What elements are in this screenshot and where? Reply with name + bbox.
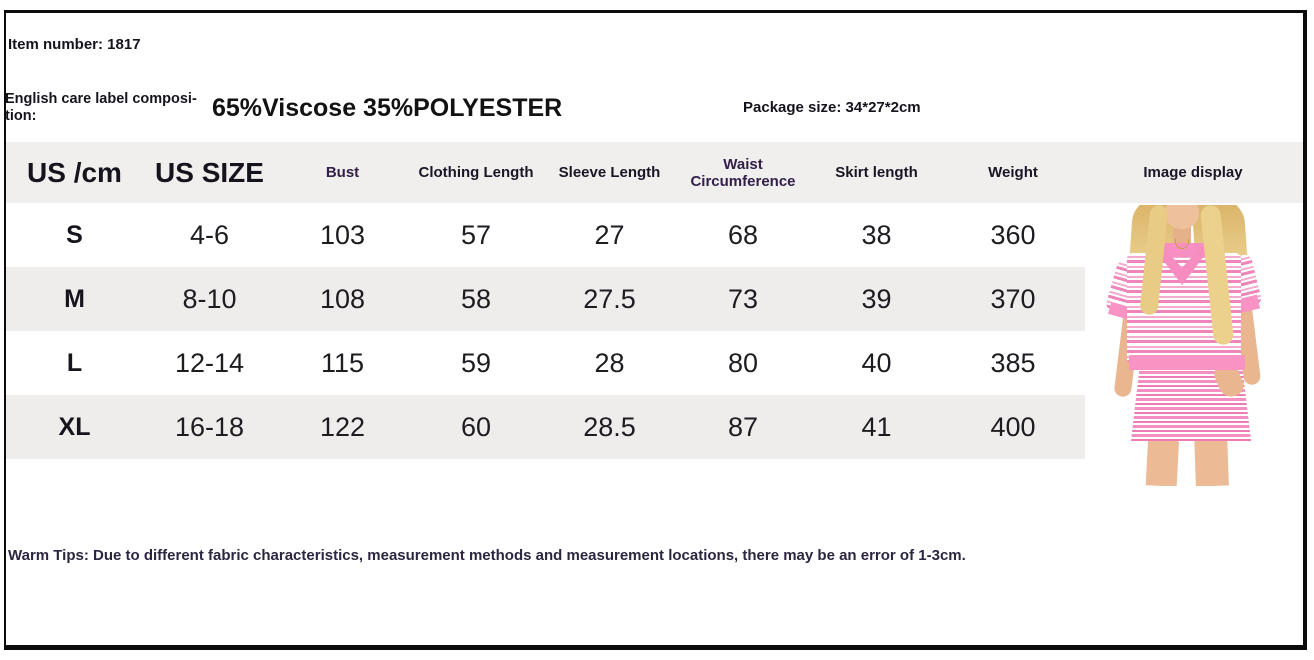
- table-row-l: L 12-14 115 59 28 80 40 385: [6, 331, 1085, 395]
- item-number-text: Item number: 1817: [8, 36, 141, 53]
- clothing-length-cell: 60: [460, 411, 492, 442]
- bust-cell: 122: [319, 411, 366, 442]
- column-header-us-cm: US /cm: [27, 156, 122, 188]
- waist-cell: 73: [727, 283, 759, 314]
- size-cell: XL: [58, 412, 91, 441]
- us-size-cell: 4-6: [189, 219, 230, 250]
- bust-cell: 103: [319, 219, 366, 250]
- sleeve-length-cell: 28.5: [583, 411, 636, 442]
- column-header-waist-circumference: Waist Circumference: [690, 155, 796, 190]
- weight-cell: 370: [990, 283, 1036, 314]
- column-header-skirt-length: Skirt length: [835, 164, 918, 181]
- sleeve-length-cell: 27: [594, 219, 625, 250]
- clothing-length-cell: 58: [460, 283, 492, 314]
- care-label-line1: English care label composi-: [5, 91, 197, 107]
- table-row-xl: XL 16-18 122 60 28.5 87 41 400: [6, 395, 1085, 459]
- weight-cell: 385: [990, 347, 1036, 378]
- package-size-text: Package size: 34*27*2cm: [743, 99, 921, 116]
- table-body: S 4-6 103 57 27 68 38 360 M 8-10 108 58 …: [6, 203, 1085, 459]
- sleeve-length-cell: 28: [594, 347, 625, 378]
- warm-tips-text: Warm Tips: Due to different fabric chara…: [8, 547, 966, 564]
- clothing-length-cell: 59: [460, 347, 492, 378]
- table-row-s: S 4-6 103 57 27 68 38 360: [6, 203, 1085, 267]
- waist-cell: 87: [727, 411, 759, 442]
- waist-cell: 68: [727, 219, 759, 250]
- model-photo: [1105, 205, 1280, 486]
- column-header-clothing-length: Clothing Length: [418, 164, 534, 181]
- us-size-cell: 8-10: [182, 283, 237, 314]
- pink-hem-band: [1129, 355, 1245, 370]
- weight-cell: 400: [990, 411, 1036, 442]
- weight-cell: 360: [990, 219, 1036, 250]
- care-label-line2: tion:: [5, 107, 37, 124]
- column-header-bust: Bust: [325, 164, 360, 181]
- sleeve-length-cell: 27.5: [583, 283, 636, 314]
- waist-cell: 80: [727, 347, 759, 378]
- bust-cell: 108: [319, 283, 366, 314]
- column-header-weight: Weight: [988, 164, 1038, 181]
- us-size-cell: 12-14: [174, 347, 245, 378]
- column-header-sleeve-length: Sleeve Length: [558, 164, 661, 181]
- skirt-length-cell: 38: [861, 219, 892, 250]
- skirt-length-cell: 41: [861, 411, 892, 442]
- necklace: [1175, 239, 1189, 249]
- model-face: [1165, 205, 1199, 229]
- model-leg-left: [1145, 434, 1180, 486]
- fabric-composition-text: 65%Viscose 35%POLYESTER: [212, 94, 563, 122]
- clothing-length-cell: 57: [460, 219, 492, 250]
- size-cell: L: [66, 348, 83, 377]
- skirt-length-cell: 39: [861, 283, 892, 314]
- size-cell: S: [66, 220, 83, 249]
- table-row-m: M 8-10 108 58 27.5 73 39 370: [6, 267, 1085, 331]
- us-size-cell: 16-18: [174, 411, 245, 442]
- column-header-us-size: US SIZE: [155, 156, 264, 188]
- table-header-row: US /cm US SIZE Bust Clothing Length Slee…: [6, 142, 1303, 203]
- column-header-image-display: Image display: [1143, 164, 1243, 181]
- bust-cell: 115: [320, 347, 365, 378]
- model-leg-right: [1194, 434, 1229, 486]
- size-cell: M: [64, 284, 85, 313]
- care-label-text: English care label composi- tion:: [5, 91, 197, 124]
- skirt-length-cell: 40: [861, 347, 892, 378]
